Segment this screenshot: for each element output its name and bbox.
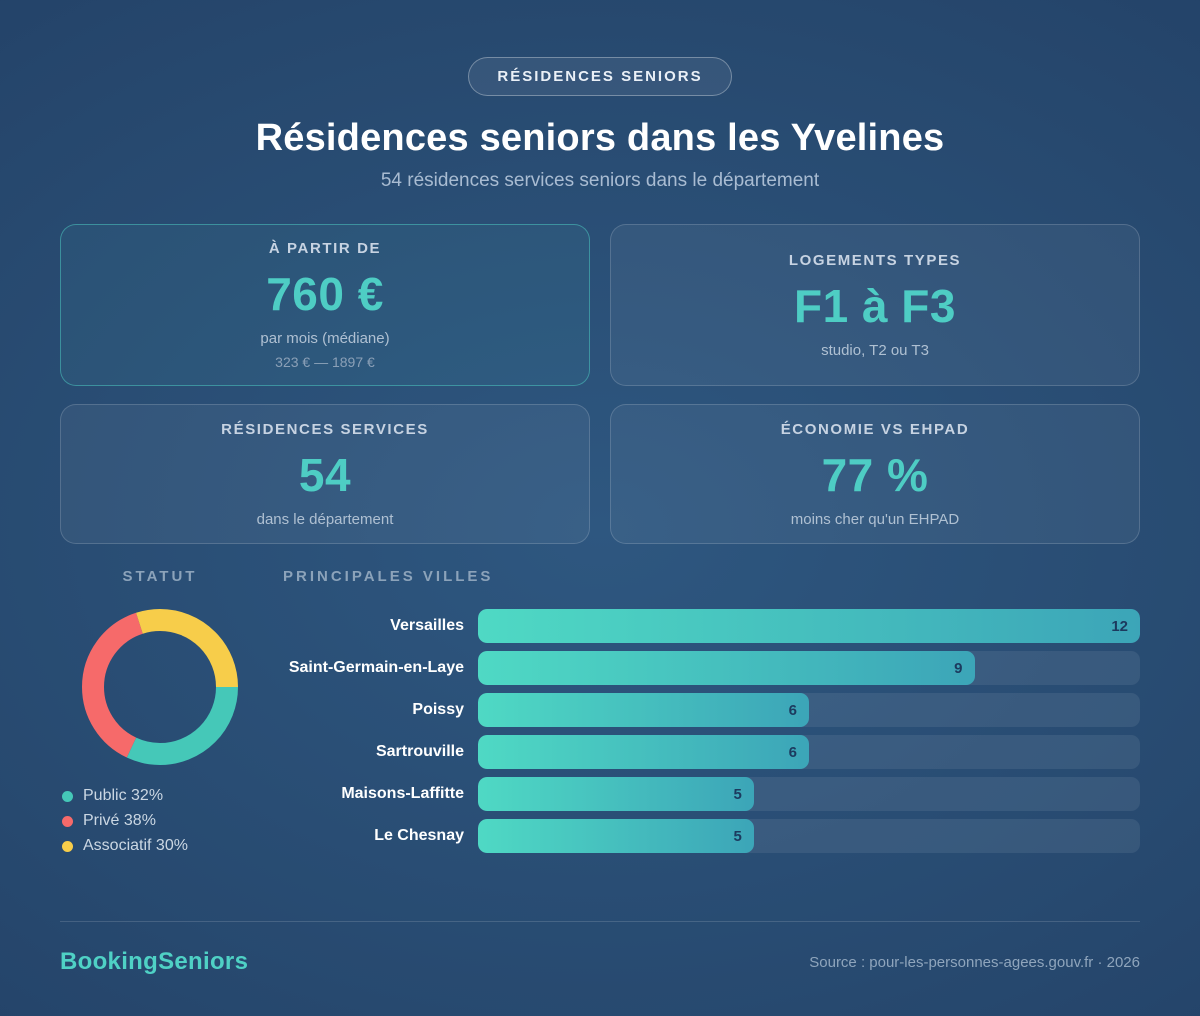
bar-label: Poissy <box>412 701 464 718</box>
bar-value: 6 <box>788 743 797 761</box>
bar-row-maisons-laffitte: Maisons-Laffitte 5 <box>283 777 1140 811</box>
bar-fill: 12 <box>478 609 1140 643</box>
page-title: Résidences seniors dans les Yvelines <box>255 117 945 159</box>
bar-fill: 6 <box>478 693 809 727</box>
legend-label: Associatif 30% <box>83 837 188 854</box>
brand-logo: BookingSeniors <box>60 948 249 975</box>
bar-chart-heading: PRINCIPALES VILLES <box>283 568 494 585</box>
donut-chart <box>82 609 238 765</box>
bar-fill: 5 <box>478 777 754 811</box>
bar-label: Sartrouville <box>375 743 464 760</box>
stat-card-label: À PARTIR DE <box>268 240 382 257</box>
stat-card-label: LOGEMENTS TYPES <box>788 251 962 269</box>
bar-track: 12 <box>478 609 1140 643</box>
bar-label: Versailles <box>390 617 464 634</box>
stat-card-subtext: par mois (médiane) <box>260 330 390 347</box>
stat-card-label: RÉSIDENCES SERVICES <box>221 420 429 438</box>
bar-row-le-chesnay: Le Chesnay 5 <box>283 819 1140 853</box>
donut-chart-heading: STATUT <box>122 568 198 585</box>
bar-label: Maisons-Laffitte <box>341 785 464 802</box>
page-subtitle: 54 résidences services seniors dans le d… <box>380 170 820 191</box>
status-donut-chart: STATUT Public 32% Privé 38% <box>60 568 260 862</box>
legend-dot-prive-icon <box>62 815 73 827</box>
bar-value: 6 <box>788 701 797 719</box>
donut-legend: Public 32% Privé 38% Associatif 30% <box>60 787 260 855</box>
bar-row-poissy: Poissy 6 <box>283 693 1140 727</box>
stat-card-subtext: dans le département <box>256 510 394 528</box>
header: RÉSIDENCES SENIORS Résidences seniors da… <box>60 57 1140 192</box>
bar-track: 9 <box>478 651 1140 685</box>
bar-track: 5 <box>478 777 1140 811</box>
bar-label: Le Chesnay <box>374 827 464 844</box>
legend-dot-associatif-icon <box>62 840 73 852</box>
stat-card-value: F1 à F3 <box>793 279 956 332</box>
stat-card-label: ÉCONOMIE VS EHPAD <box>780 420 970 438</box>
stat-card-housing-types: LOGEMENTS TYPES F1 à F3 studio, T2 ou T3 <box>610 224 1140 386</box>
bar-row-saint-germain-en-laye: Saint-Germain-en-Laye 9 <box>283 651 1140 685</box>
stat-card-value: 54 <box>298 448 352 501</box>
donut-segment-prive <box>82 609 238 765</box>
legend-dot-public-icon <box>62 790 73 802</box>
bar-fill: 5 <box>478 819 754 853</box>
bar-fill: 9 <box>478 651 975 685</box>
bar-value: 12 <box>1111 617 1128 635</box>
bar-row-sartrouville: Sartrouville 6 <box>283 735 1140 769</box>
stat-card-value: 760 € <box>266 268 384 320</box>
stat-card-savings: ÉCONOMIE VS EHPAD 77 % moins cher qu'un … <box>610 404 1140 544</box>
footer-divider <box>60 921 1140 922</box>
stat-card-range: 323 € — 1897 € <box>275 354 375 370</box>
bar-value: 5 <box>733 827 742 845</box>
stat-card-value: 77 % <box>821 448 929 501</box>
legend-label: Public 32% <box>83 787 164 804</box>
bar-value: 5 <box>733 785 742 803</box>
stat-card-residences-count: RÉSIDENCES SERVICES 54 dans le départeme… <box>60 404 590 544</box>
bar-value: 9 <box>954 659 963 677</box>
stat-card-subtext: moins cher qu'un EHPAD <box>790 510 960 528</box>
stat-cards: À PARTIR DE 760 € par mois (médiane) 323… <box>60 224 1140 544</box>
cities-bar-chart: PRINCIPALES VILLES Versailles 12 Saint-G… <box>283 568 1140 862</box>
bar-label: Saint-Germain-en-Laye <box>288 659 464 676</box>
bar-row-versailles: Versailles 12 <box>283 609 1140 643</box>
bar-track: 6 <box>478 735 1140 769</box>
donut-segment-associatif <box>82 609 238 765</box>
legend-item-associatif: Associatif 30% <box>62 837 260 855</box>
bar-track: 6 <box>478 693 1140 727</box>
bar-track: 5 <box>478 819 1140 853</box>
footer: BookingSeniors Source : pour-les-personn… <box>60 948 1140 976</box>
stat-card-subtext: studio, T2 ou T3 <box>821 341 929 359</box>
bar-fill: 6 <box>478 735 809 769</box>
legend-item-public: Public 32% <box>62 787 260 805</box>
stat-card-price: À PARTIR DE 760 € par mois (médiane) 323… <box>60 224 590 386</box>
category-badge: RÉSIDENCES SENIORS <box>468 57 732 96</box>
donut-svg <box>82 609 238 765</box>
legend-item-prive: Privé 38% <box>62 812 260 830</box>
charts-section: STATUT Public 32% Privé 38% <box>60 568 1140 862</box>
category-badge-label: RÉSIDENCES SENIORS <box>497 68 703 85</box>
source-attribution: Source : pour-les-personnes-agees.gouv.f… <box>809 953 1140 971</box>
legend-label: Privé 38% <box>83 812 156 829</box>
